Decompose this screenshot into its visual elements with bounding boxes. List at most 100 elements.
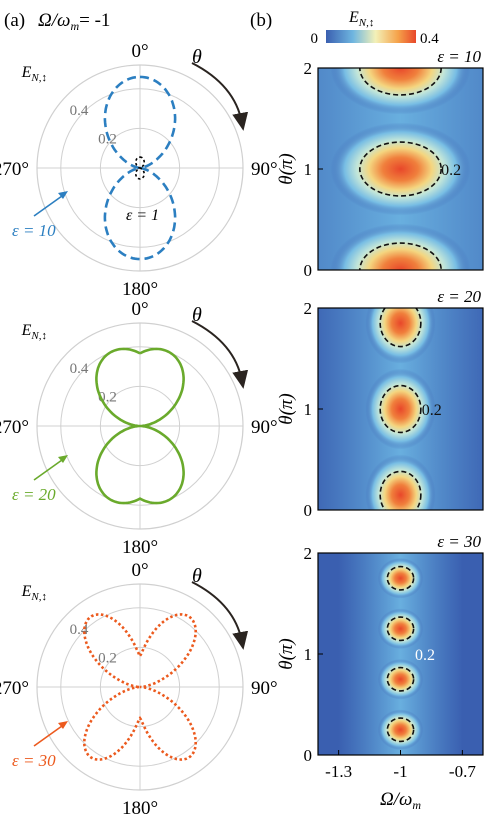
contour-line <box>379 470 422 510</box>
heatmap-blob <box>365 308 436 364</box>
svg-text:Ω/ωm= -1: Ω/ωm= -1 <box>38 10 110 33</box>
condition-sub: m <box>70 19 79 33</box>
y-tick-label: 2 <box>304 59 313 78</box>
polar-plot-2: 0°90°180°270°0.20.4EN,↕θε = 20 <box>0 299 278 558</box>
heatmap-blob <box>330 68 471 115</box>
series-label-eps-1: ε = 1 <box>126 207 159 224</box>
series-arrowhead <box>58 455 68 463</box>
series-label-eps-10: ε = 10 <box>12 221 56 240</box>
series-curve-eps-10 <box>103 75 177 261</box>
series-curve-eps-30 <box>82 613 198 761</box>
series-arrow <box>33 725 63 747</box>
heatmap-blob <box>330 223 471 270</box>
theta-arrow <box>191 320 249 389</box>
heatmap-blob <box>365 454 436 510</box>
angle-label-90: 90° <box>251 678 278 699</box>
angle-label-270: 270° <box>0 678 29 699</box>
angle-label-90: 90° <box>251 417 278 438</box>
heatmap-blob <box>365 368 436 450</box>
contour-line <box>379 308 422 348</box>
y-axis-label: θ(π) <box>276 153 297 185</box>
heatmap-blob <box>330 122 471 216</box>
x-axis-label: Ω/ωm <box>380 789 421 812</box>
condition-rhs: = -1 <box>79 10 110 31</box>
angle-label-0: 0° <box>131 299 148 320</box>
angle-label-90: 90° <box>251 159 278 180</box>
angle-label-0: 0° <box>131 41 148 62</box>
heatmap-blob <box>377 558 424 599</box>
theta-symbol: θ <box>192 46 202 68</box>
heatmap-3: 0.2 ε = 30 0 1 2 θ(π) -1.3 -1 -0.7 Ω/ωm <box>276 532 484 812</box>
y-axis-label: θ(π) <box>276 393 297 425</box>
heatmap-field <box>318 553 483 755</box>
heatmap-1: 0.2 ε = 10 0 1 2 θ(π) <box>276 47 484 280</box>
y-tick-label: 0 <box>304 501 313 520</box>
heatmap-2: 0.2 ε = 20 0 1 2 θ(π) <box>276 287 484 520</box>
angle-label-270: 270° <box>0 159 29 180</box>
contour-line <box>379 384 422 434</box>
series-arrowhead <box>58 191 68 199</box>
series-arrow <box>33 459 63 481</box>
radial-tick-label: 0.4 <box>70 103 89 119</box>
colorbar-max-label: 0.4 <box>420 31 439 47</box>
contour-line <box>386 616 415 642</box>
heatmap-blob <box>377 659 424 700</box>
contour-line <box>386 717 415 743</box>
contour-line <box>359 141 442 197</box>
heatmap-blob <box>377 709 424 750</box>
angle-label-270: 270° <box>0 417 29 438</box>
radial-tick-label: 0.2 <box>98 650 117 666</box>
y-tick-label: 2 <box>304 544 313 563</box>
y-tick-label: 0 <box>304 261 313 280</box>
angle-label-180: 180° <box>122 798 158 818</box>
theta-symbol: θ <box>192 304 202 326</box>
contour-line <box>386 565 415 591</box>
y-tick-label: 1 <box>304 160 313 179</box>
angle-label-180: 180° <box>122 537 158 558</box>
contour-label: 0.2 <box>441 162 461 179</box>
series-label-eps-20: ε = 20 <box>12 485 56 504</box>
angle-label-180: 180° <box>122 279 158 300</box>
y-tick-label: 0 <box>304 746 313 765</box>
series-arrowhead <box>58 721 68 729</box>
y-tick-label: 2 <box>304 299 313 318</box>
panel-a-label: (a) <box>4 10 25 31</box>
condition-lhs: Ω/ω <box>38 10 70 31</box>
contour-label: 0.2 <box>415 647 435 664</box>
panel-a-condition: Ω/ωm= -1 <box>38 10 110 33</box>
series-label-eps-30: ε = 30 <box>12 751 56 770</box>
polar-plot-3: 0°90°180°270°0.20.4EN,↕θε = 30 <box>0 560 278 818</box>
heatmap-field <box>318 68 483 270</box>
theta-symbol: θ <box>192 565 202 587</box>
heatmap-field <box>318 308 483 510</box>
x-tick-label: -0.7 <box>449 762 476 781</box>
polar-plot-1: 0° 90° 180° 270° 0.2 0.4 EN,↕ θ ε = 10 ε = 1 <box>0 41 278 300</box>
x-tick-label: -1.3 <box>325 762 352 781</box>
colorbar: EN,↕ 0 0.4 <box>311 9 440 47</box>
contour-label: 0.2 <box>422 402 442 419</box>
heatmap-blob <box>377 608 424 649</box>
x-tick-label: -1 <box>393 762 407 781</box>
heatmap-title: ε = 30 <box>437 532 481 551</box>
series-arrow <box>33 195 63 217</box>
theta-arrow <box>191 581 249 650</box>
series-curve-eps-20 <box>95 347 185 505</box>
radial-tick-label: 0.2 <box>98 131 117 147</box>
heatmap-title: ε = 10 <box>437 47 481 66</box>
y-tick-label: 1 <box>304 400 313 419</box>
colorbar-min-label: 0 <box>311 31 319 47</box>
angle-label-0: 0° <box>131 560 148 581</box>
heatmaps: 0.2 ε = 10 0 1 2 θ(π) 0.2 ε = 20 0 1 2 θ(π) 0.2 ε = 3… <box>276 47 484 812</box>
polar-plots: 0° 90° 180° 270° 0.2 0.4 EN,↕ θ ε = 10 ε = 1 0° 90°… <box>0 41 278 818</box>
series-curve-eps-1 <box>135 156 145 180</box>
polar-ylabel: EN,↕ <box>21 322 47 342</box>
panel-b-label: (b) <box>250 10 272 31</box>
polar-ylabel: EN,↕ <box>21 583 47 603</box>
polar-ylabel: EN,↕ <box>21 64 47 84</box>
colorbar-label: EN,↕ <box>348 9 374 29</box>
heatmap-title: ε = 20 <box>437 287 481 306</box>
colorbar-gradient <box>326 30 416 43</box>
y-axis-label: θ(π) <box>276 638 297 670</box>
radial-tick-label: 0.4 <box>70 361 89 377</box>
